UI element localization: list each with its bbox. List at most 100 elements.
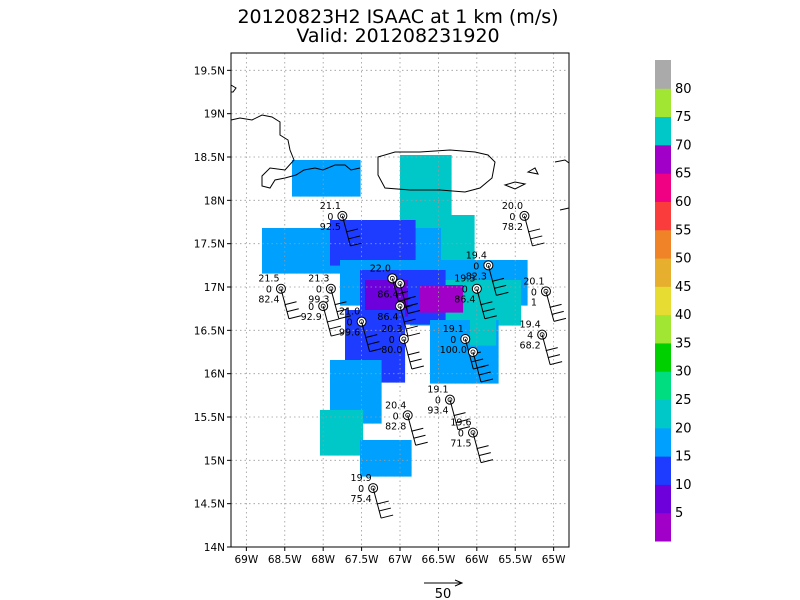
wind-cell [444,280,454,290]
wind-cell [481,347,491,357]
station-marker-inner [543,288,549,294]
wind-cell [355,405,365,415]
x-tick-label: 67W [388,554,412,566]
wind-cell [465,242,475,252]
wind-cell [447,329,457,339]
wind-cell [317,187,327,197]
wind-cell [408,191,418,201]
wind-barb-flag [480,301,493,306]
wind-barb-staff [403,338,413,370]
wind-cell [360,440,370,450]
wind-barb-flag [405,325,418,330]
vieques-coast [503,181,527,190]
wind-cell [442,155,452,165]
wind-cell [364,387,374,397]
wind-cell [364,247,374,257]
wind-cell [425,218,435,228]
wind-region-north-east [440,215,475,261]
wind-barb-flag [378,507,392,512]
colorbar-label: 70 [675,138,692,153]
station-marker-inner [522,213,527,219]
wind-cell [347,369,357,379]
wind-cell [313,255,323,265]
wind-cell [512,298,522,308]
wind-cell [372,229,382,239]
wind-cell [457,242,467,252]
wind-cell [364,369,374,379]
wind-cell [347,405,357,415]
wind-cell [330,264,340,274]
wind-cell [455,320,465,330]
wind-cell [353,346,363,356]
wind-barb-flag [407,351,420,356]
station-humidity: 78.2 [502,222,523,233]
wind-cell [434,173,444,183]
wind-cell [360,270,370,280]
wind-cell [438,356,448,366]
wind-cell [447,338,457,348]
colorbar-label: 30 [675,365,692,380]
wind-cell [436,279,446,289]
wind-barb-staff [399,283,409,314]
wind-cell [370,310,380,320]
wind-cell [377,458,387,468]
wind-cell [381,220,391,230]
wind-cell [495,298,505,308]
wind-cell [423,246,433,256]
wind-cell [360,297,370,307]
wind-cell [457,233,467,243]
wind-cell [423,255,433,265]
wind-cell [347,238,357,248]
wind-cell [328,419,338,429]
wind-cell [390,280,400,290]
wind-cell [372,396,382,406]
wind-cell [345,319,355,329]
wind-cell [503,289,513,299]
wind-cell [360,279,370,289]
map-panel: 21.1092.520.0078.219.4082.321.5082.421.3… [194,52,570,566]
wind-cell [345,328,355,338]
wind-barb-flag [284,301,297,306]
station-marker-inner [397,281,403,286]
station-temperature: 20.1 [523,276,544,287]
wind-cell [387,364,397,374]
wind-barb-flag [413,434,426,439]
wind-cell [447,347,457,357]
station-humidity: 99.3 [308,295,329,306]
wind-cell [487,318,497,328]
y-tick-label: 14.5N [194,499,225,511]
wind-barb-flag [532,242,545,247]
wind-cell [338,387,348,397]
y-tick-label: 19N [204,109,225,121]
station-temperature: 19.9 [351,473,372,484]
wind-barb-staff [472,351,482,383]
wind-cell [510,269,520,279]
colorbar-label: 15 [675,450,692,465]
wind-cell [304,246,314,256]
wind-cell [503,280,513,290]
wind-cell [455,356,465,366]
y-tick-label: 17N [204,282,225,294]
station-humidity: 86.4 [377,312,398,323]
wind-barb-flag [405,303,418,308]
wind-cell [402,449,412,459]
wind-cell [345,437,355,447]
wind-cell [362,346,372,356]
wind-cell [472,374,482,384]
wind-cell [364,360,374,370]
wind-barb-flag [453,412,466,417]
wind-cell [330,387,340,397]
wind-cell [381,247,391,257]
wind-cell [328,410,338,420]
wind-barb-flag [455,419,468,424]
wind-cell [438,374,448,384]
wind-cell [417,173,427,183]
x-tick-label: 67.5W [345,554,379,566]
wind-cell [385,458,395,468]
wind-barb-flag [480,459,494,464]
wind-cell [320,410,330,420]
wind-cell [503,316,513,326]
